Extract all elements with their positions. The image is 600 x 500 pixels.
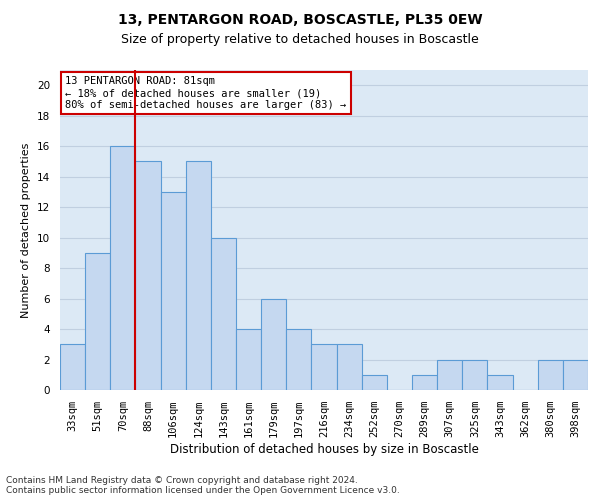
Bar [487, 375, 512, 390]
X-axis label: Distribution of detached houses by size in Boscastle: Distribution of detached houses by size … [170, 443, 478, 456]
Bar [286, 329, 311, 390]
Bar [362, 375, 387, 390]
Bar [85, 253, 110, 390]
Bar [161, 192, 186, 390]
Bar [136, 162, 161, 390]
Bar [261, 298, 286, 390]
Bar [337, 344, 362, 390]
Bar [462, 360, 487, 390]
Text: Contains HM Land Registry data © Crown copyright and database right 2024.
Contai: Contains HM Land Registry data © Crown c… [6, 476, 400, 495]
Bar [311, 344, 337, 390]
Y-axis label: Number of detached properties: Number of detached properties [22, 142, 31, 318]
Bar [437, 360, 462, 390]
Bar [563, 360, 588, 390]
Text: 13 PENTARGON ROAD: 81sqm
← 18% of detached houses are smaller (19)
80% of semi-d: 13 PENTARGON ROAD: 81sqm ← 18% of detach… [65, 76, 347, 110]
Bar [538, 360, 563, 390]
Text: 13, PENTARGON ROAD, BOSCASTLE, PL35 0EW: 13, PENTARGON ROAD, BOSCASTLE, PL35 0EW [118, 12, 482, 26]
Bar [236, 329, 261, 390]
Bar [186, 162, 211, 390]
Bar [110, 146, 136, 390]
Bar [211, 238, 236, 390]
Text: Size of property relative to detached houses in Boscastle: Size of property relative to detached ho… [121, 32, 479, 46]
Bar [412, 375, 437, 390]
Bar [60, 344, 85, 390]
